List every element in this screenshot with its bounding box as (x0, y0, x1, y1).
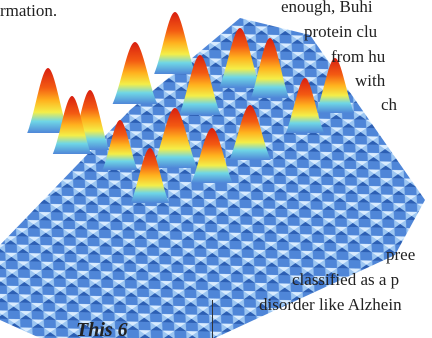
text-line: rmation. (0, 2, 57, 19)
text-line: classified as a p (292, 271, 399, 288)
text-line: protein clu (304, 23, 377, 40)
column-rule (212, 300, 213, 338)
text-line: enough, Buhi (281, 0, 373, 15)
text-line: with (355, 72, 385, 89)
text-line: pree (386, 246, 415, 263)
peak (113, 42, 158, 104)
text-line: disorder like Alzhein (259, 296, 402, 313)
text-line: from hu (331, 48, 385, 65)
page: rmation. enough, Buhi protein clu from h… (0, 0, 432, 338)
pull-quote: This 6 (76, 320, 128, 338)
text-line: ch (381, 96, 397, 113)
peak (154, 12, 196, 74)
